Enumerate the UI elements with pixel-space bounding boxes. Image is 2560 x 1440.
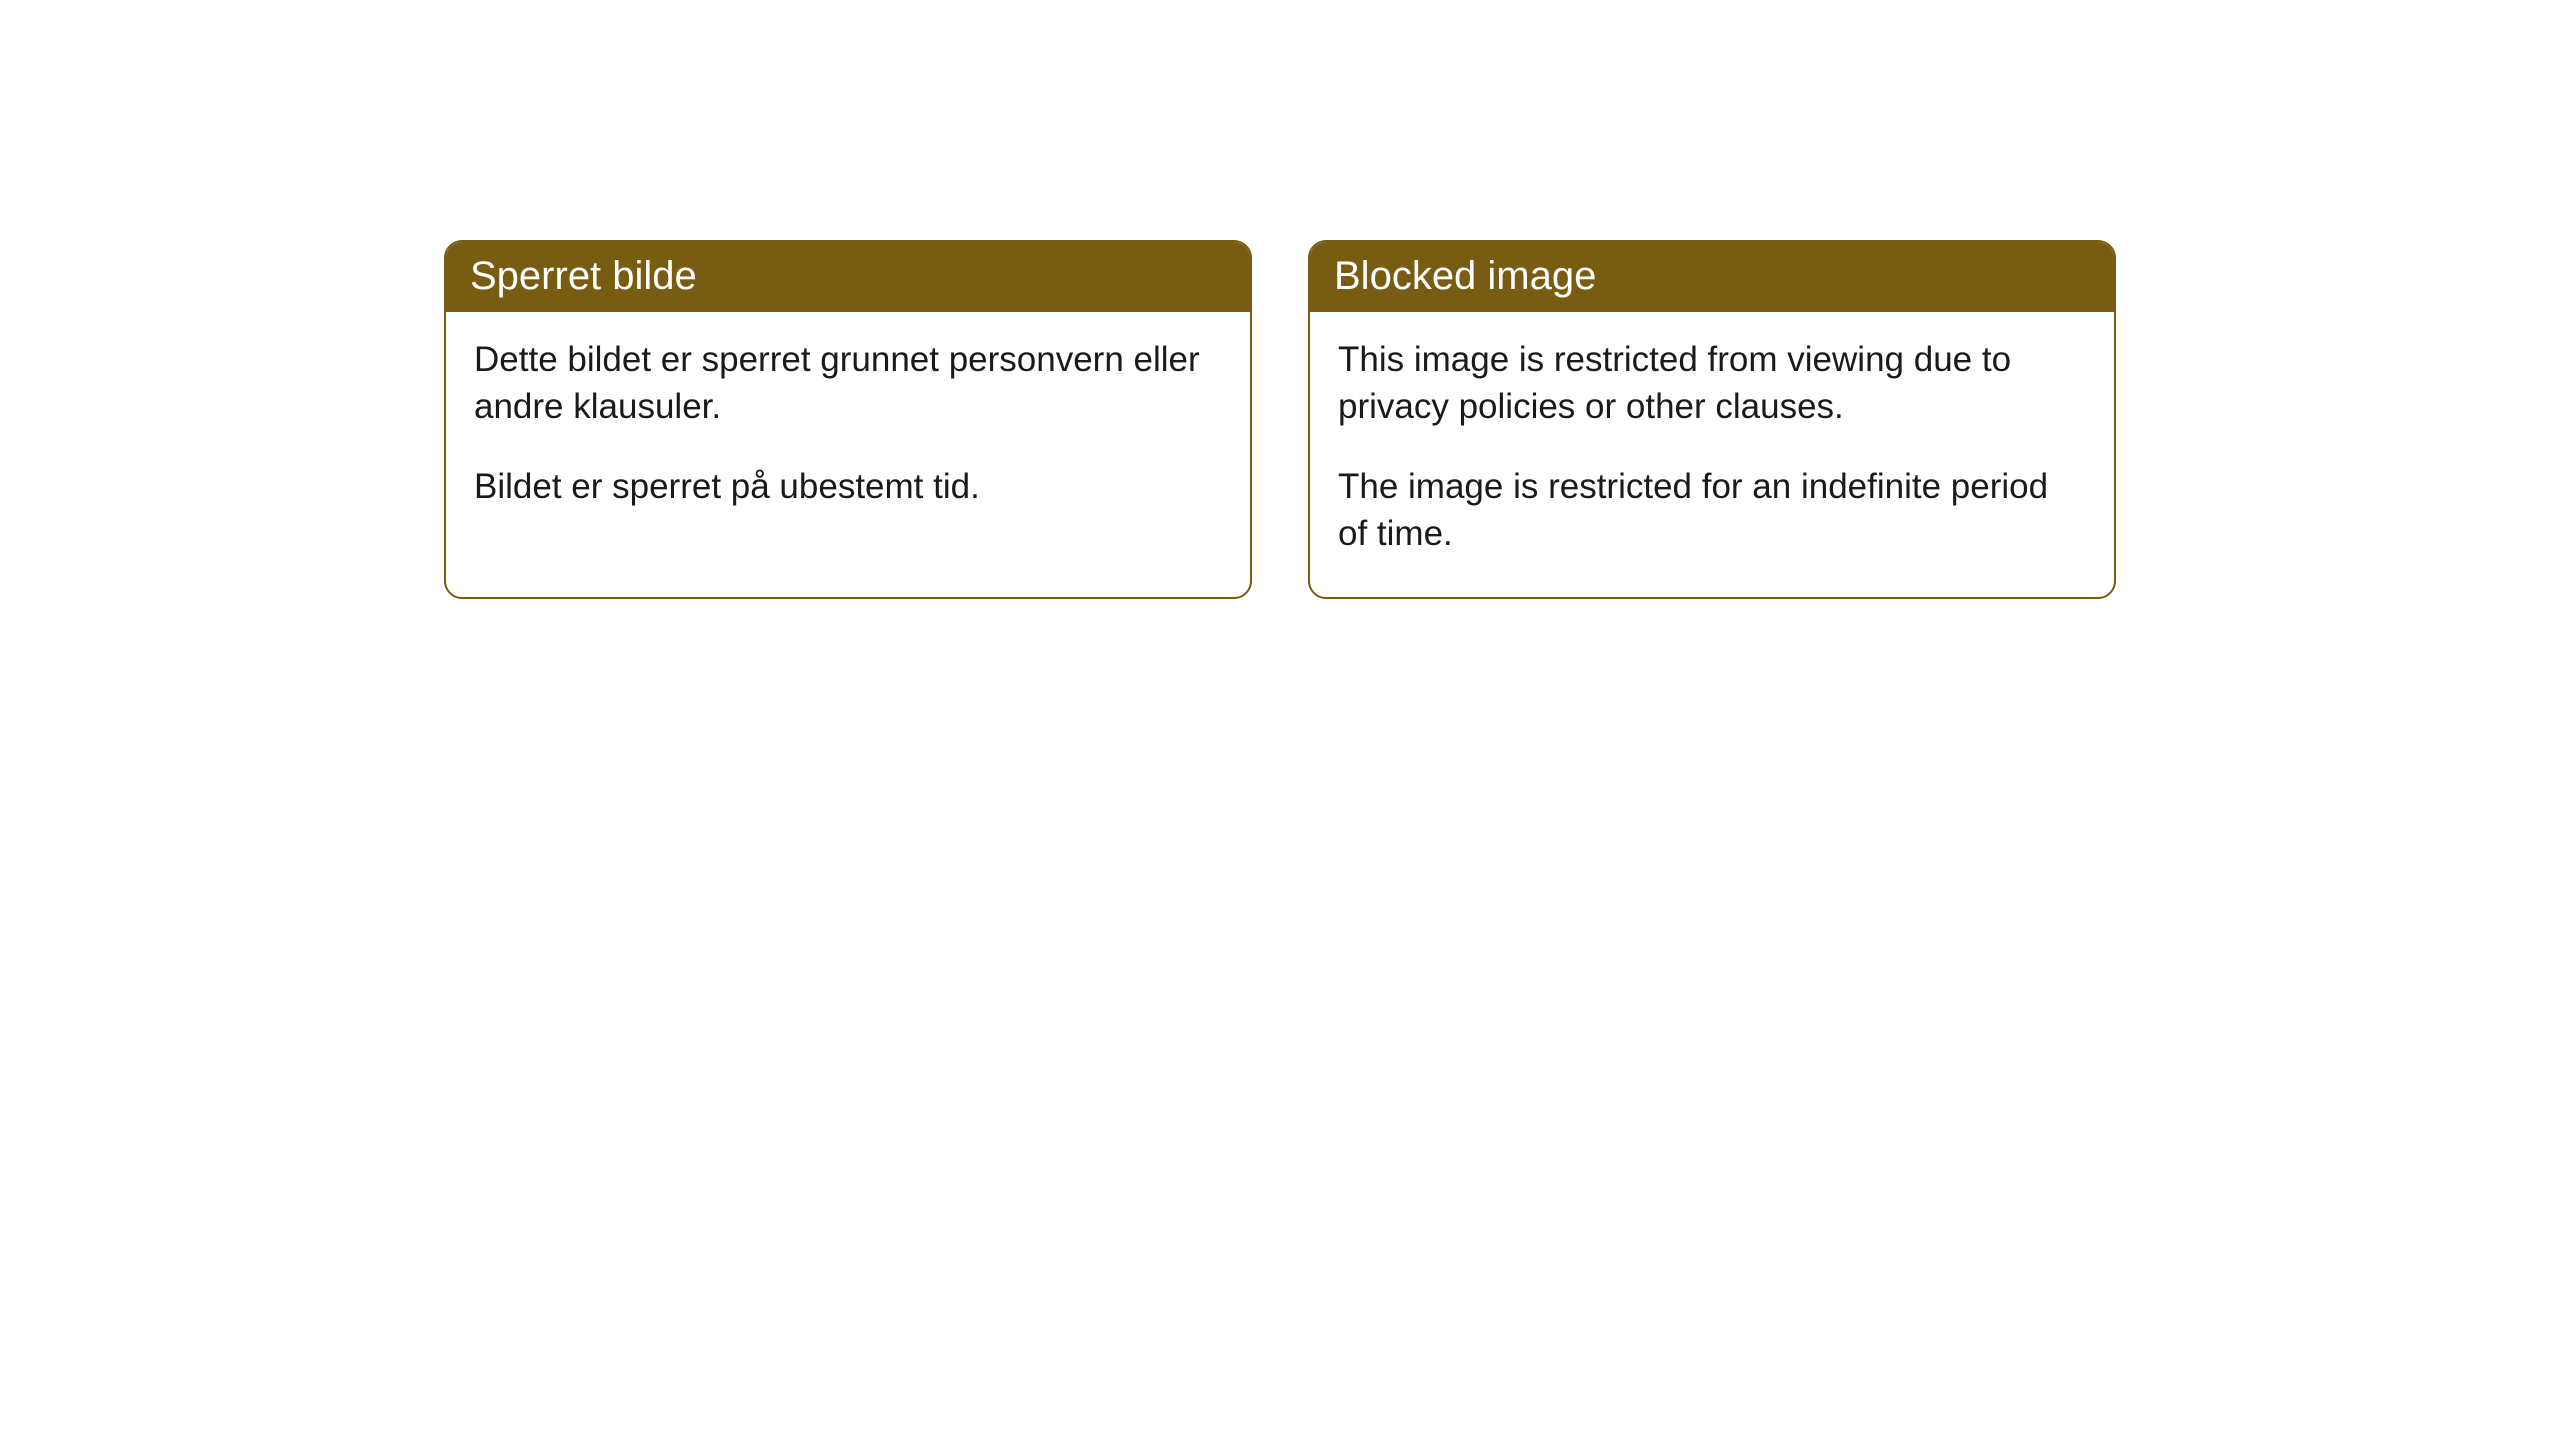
- notice-card-norwegian: Sperret bilde Dette bildet er sperret gr…: [444, 240, 1252, 599]
- notice-card-english: Blocked image This image is restricted f…: [1308, 240, 2116, 599]
- notice-paragraph: The image is restricted for an indefinit…: [1338, 463, 2086, 558]
- card-body: Dette bildet er sperret grunnet personve…: [446, 312, 1250, 550]
- notice-container: Sperret bilde Dette bildet er sperret gr…: [0, 240, 2560, 599]
- card-body: This image is restricted from viewing du…: [1310, 312, 2114, 597]
- notice-paragraph: Bildet er sperret på ubestemt tid.: [474, 463, 1222, 510]
- card-header: Sperret bilde: [446, 242, 1250, 312]
- card-header: Blocked image: [1310, 242, 2114, 312]
- notice-paragraph: This image is restricted from viewing du…: [1338, 336, 2086, 431]
- notice-paragraph: Dette bildet er sperret grunnet personve…: [474, 336, 1222, 431]
